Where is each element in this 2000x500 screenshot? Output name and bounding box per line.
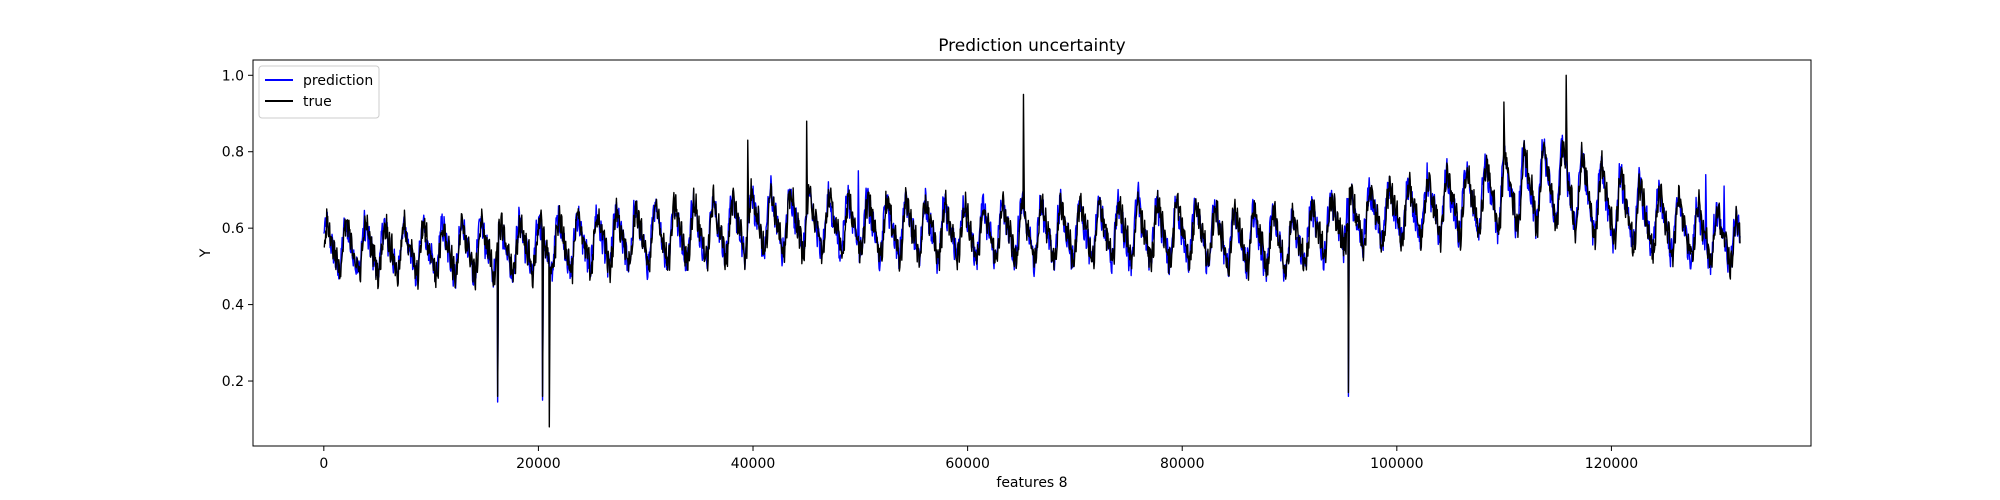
y-tick-label: 0.2 (222, 374, 244, 390)
y-axis-label: Y (198, 248, 214, 258)
y-axis: 0.2 0.4 0.6 0.8 1.0 (222, 68, 253, 390)
y-tick-label: 1.0 (222, 68, 244, 84)
x-tick-label: 20000 (516, 456, 561, 472)
x-axis-label: features 8 (996, 475, 1067, 491)
series-layer (323, 74, 1741, 428)
y-tick-label: 0.8 (222, 145, 244, 161)
x-tick-label: 0 (319, 456, 328, 472)
legend: prediction true (258, 65, 380, 119)
plot-area-frame (252, 59, 1812, 447)
x-tick-label: 60000 (945, 456, 990, 472)
x-tick-label: 80000 (1160, 456, 1205, 472)
x-tick-label: 100000 (1370, 456, 1423, 472)
series-line-true (323, 74, 1741, 428)
y-tick-label: 0.6 (222, 221, 244, 237)
x-axis: 0 20000 40000 60000 80000 100000 120000 (319, 446, 1638, 472)
legend-label: prediction (303, 73, 373, 89)
legend-label: true (303, 94, 332, 110)
x-tick-label: 120000 (1585, 456, 1638, 472)
y-tick-label: 0.4 (222, 298, 244, 314)
chart-title: Prediction uncertainty (938, 36, 1126, 56)
x-tick-label: 40000 (731, 456, 776, 472)
